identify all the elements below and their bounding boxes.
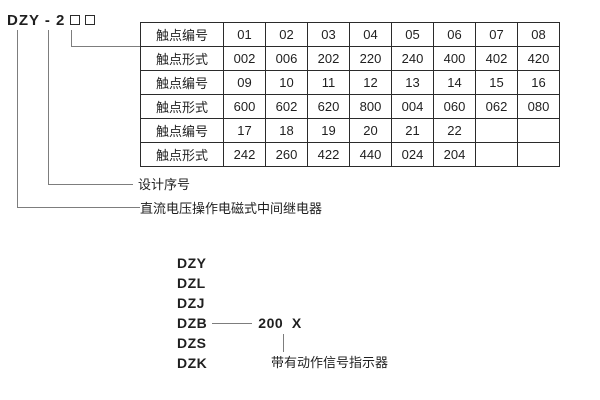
row-label: 触点形式 [140,142,224,167]
model-list-item: DZS [177,333,207,353]
table-cell: 12 [349,70,392,95]
table-cell: 440 [349,142,392,167]
design-serial-label: 设计序号 [138,177,191,192]
table-cell: 14 [433,70,476,95]
model-list-item: DZY [177,253,207,273]
table-row: 触点形式 002 006 202 220 240 400 402 420 [140,46,560,71]
leader-line-serial-horizontal [48,184,133,185]
table-cell: 08 [517,22,560,47]
model-designation: DZY - 2 [7,11,96,29]
table-cell: 17 [223,118,266,143]
table-cell: 10 [265,70,308,95]
model-list-item: DZL [177,273,206,293]
table-cell: 11 [307,70,350,95]
model-list-item: DZB 200 X [177,313,302,333]
model-prefix: DZK [177,355,208,371]
model-prefix: DZB [177,315,208,331]
table-cell: 602 [265,94,308,119]
model-prefix: DZL [177,275,206,291]
table-row: 触点编号 17 18 19 20 21 22 [140,118,560,143]
table-row: 触点形式 600 602 620 800 004 060 062 080 [140,94,560,119]
table-cell: 004 [391,94,434,119]
table-cell: 21 [391,118,434,143]
model-prefix: DZY [177,255,207,271]
row-label: 触点编号 [140,70,224,95]
leader-line-relay-horizontal [17,207,140,208]
table-cell: 600 [223,94,266,119]
relay-description-label: 直流电压操作电磁式中间继电器 [140,201,323,216]
table-cell: 420 [517,46,560,71]
model-prefix: DZS [177,335,207,351]
table-cell: 006 [265,46,308,71]
table-cell: 242 [223,142,266,167]
table-cell: 002 [223,46,266,71]
table-cell: 402 [475,46,518,71]
table-cell: 400 [433,46,476,71]
row-label: 触点形式 [140,94,224,119]
table-cell: 800 [349,94,392,119]
table-cell: 202 [307,46,350,71]
table-cell: 422 [307,142,350,167]
table-cell: 22 [433,118,476,143]
model-prefix: DZJ [177,295,205,311]
table-cell: 07 [475,22,518,47]
table-cell [475,142,518,167]
connector-dash [212,322,253,324]
leader-line-contact-horizontal [71,46,140,47]
indicator-note-label: 带有动作信号指示器 [271,355,389,370]
placeholder-box-2 [85,15,96,25]
table-cell: 13 [391,70,434,95]
table-cell [475,118,518,143]
table-row: 触点编号 01 02 03 04 05 06 07 08 [140,22,560,47]
leader-line-indicator [283,334,284,352]
table-cell: 02 [265,22,308,47]
table-cell: 01 [223,22,266,47]
model-list-item: DZK [177,353,207,373]
model-suffix: 200 X [258,315,302,331]
table-cell: 06 [433,22,476,47]
table-cell [517,142,560,167]
table-cell: 04 [349,22,392,47]
table-cell: 03 [307,22,350,47]
table-cell [517,118,560,143]
contact-table-body: 触点编号 01 02 03 04 05 06 07 08 触点形式 002 006 202 220 240 4… [140,22,560,167]
table-cell: 204 [433,142,476,167]
table-cell: 16 [517,70,560,95]
leader-line-contact-vertical [71,30,72,46]
leader-line-relay-vertical [17,30,18,207]
model-code-text: DZY - 2 [7,11,66,29]
row-label: 触点编号 [140,118,224,143]
table-cell: 20 [349,118,392,143]
table-cell: 09 [223,70,266,95]
model-list-item: DZJ [177,293,205,313]
table-cell: 15 [475,70,518,95]
table-row: 触点编号 09 10 11 12 13 14 15 16 [140,70,560,95]
table-cell: 19 [307,118,350,143]
table-cell: 080 [517,94,560,119]
table-cell: 240 [391,46,434,71]
placeholder-box-1 [70,15,81,25]
table-cell: 060 [433,94,476,119]
table-cell: 062 [475,94,518,119]
contact-table: 触点编号 01 02 03 04 05 06 07 08 触点形式 002 006 202 220 240 4… [140,22,560,167]
table-row: 触点形式 242 260 422 440 024 204 [140,142,560,167]
table-cell: 220 [349,46,392,71]
row-label: 触点形式 [140,46,224,71]
table-cell: 024 [391,142,434,167]
table-cell: 260 [265,142,308,167]
table-cell: 05 [391,22,434,47]
row-label: 触点编号 [140,22,224,47]
table-cell: 18 [265,118,308,143]
leader-line-serial-vertical [48,30,49,184]
table-cell: 620 [307,94,350,119]
